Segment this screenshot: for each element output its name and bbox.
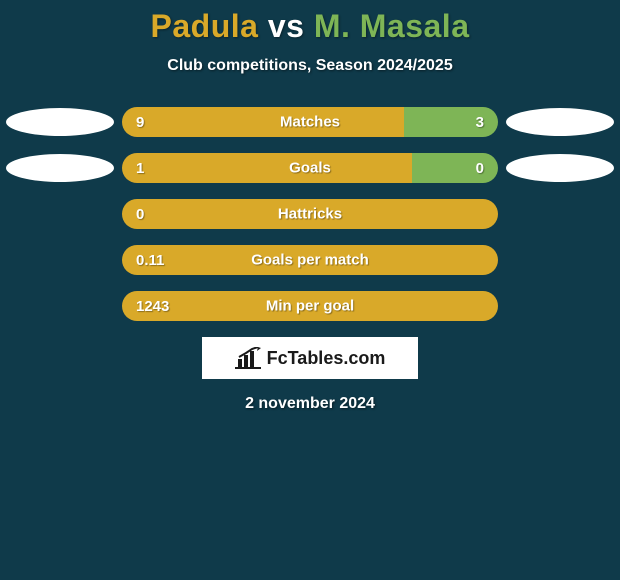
stat-label: Matches [280, 114, 340, 131]
stat-row: 1 0 Goals [6, 153, 614, 183]
right-value: 3 [476, 114, 484, 131]
right-value: 0 [476, 160, 484, 177]
left-value: 0 [136, 206, 144, 223]
stat-bar: 9 3 Matches [122, 107, 498, 137]
stat-label: Goals per match [251, 252, 369, 269]
player1-ellipse [6, 154, 114, 182]
stat-label: Min per goal [266, 298, 354, 315]
left-value: 1243 [136, 298, 169, 315]
bar-right-segment: 0 [412, 153, 498, 183]
stats-block: 9 3 Matches 1 0 Goals 0 Hattricks 0.11 Goals per … [0, 107, 620, 321]
infographic-container: Padula vs M. Masala Club competitions, S… [0, 0, 620, 580]
stat-label: Hattricks [278, 206, 342, 223]
stat-bar: 1 0 Goals [122, 153, 498, 183]
player2-ellipse [506, 108, 614, 136]
bar-left-segment: 9 [122, 107, 404, 137]
vs-text: vs [268, 8, 305, 44]
logo-text: FcTables.com [267, 348, 386, 369]
player1-name: Padula [151, 8, 259, 44]
player1-ellipse [6, 108, 114, 136]
stat-row: 0.11 Goals per match [6, 245, 614, 275]
left-value: 0.11 [136, 252, 164, 269]
bar-left-segment: 1 [122, 153, 412, 183]
stat-bar: 1243 Min per goal [122, 291, 498, 321]
player2-name: M. Masala [314, 8, 470, 44]
stat-row: 1243 Min per goal [6, 291, 614, 321]
stat-row: 0 Hattricks [6, 199, 614, 229]
logo-box: FcTables.com [202, 337, 418, 379]
stat-bar: 0.11 Goals per match [122, 245, 498, 275]
bar-right-segment: 3 [404, 107, 498, 137]
left-value: 1 [136, 160, 144, 177]
stat-row: 9 3 Matches [6, 107, 614, 137]
player2-ellipse [506, 154, 614, 182]
left-value: 9 [136, 114, 144, 131]
stat-label: Goals [289, 160, 331, 177]
barchart-icon [235, 347, 261, 369]
stat-bar: 0 Hattricks [122, 199, 498, 229]
subtitle: Club competitions, Season 2024/2025 [0, 57, 620, 75]
date-text: 2 november 2024 [0, 395, 620, 413]
title: Padula vs M. Masala [0, 0, 620, 45]
